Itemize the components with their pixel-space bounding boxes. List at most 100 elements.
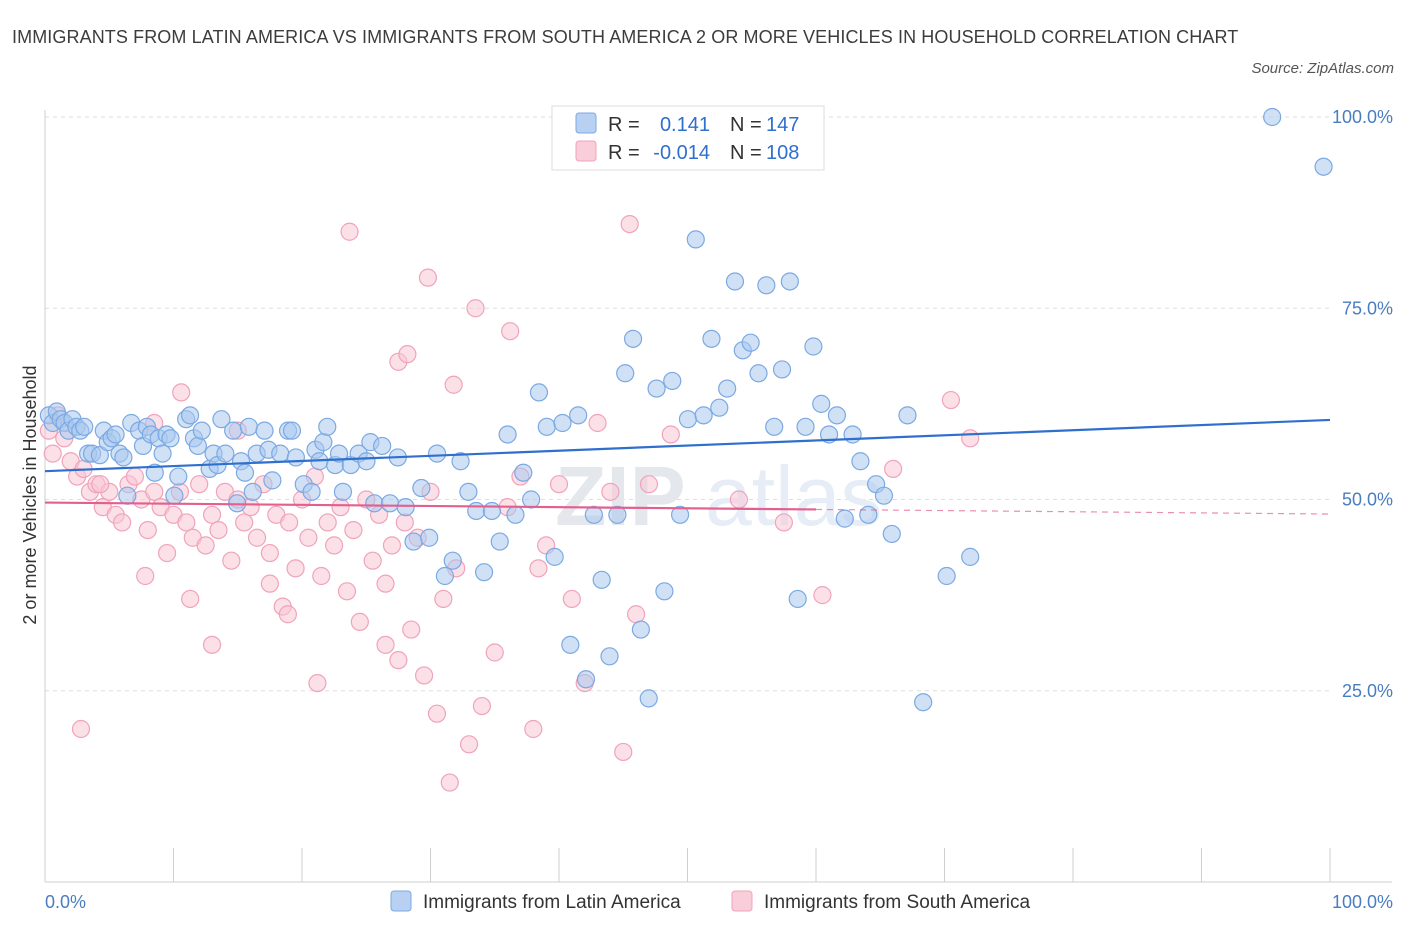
- south-america-point: [136, 566, 155, 586]
- chart-title: IMMIGRANTS FROM LATIN AMERICA VS IMMIGRA…: [12, 27, 1239, 47]
- latin-america-point: [192, 421, 211, 440]
- legend-swatch-south-america: [575, 140, 597, 162]
- bottom-legend-swatch-south-america: [731, 890, 753, 912]
- correlation-legend: R = 0.141 N = 147 R = -0.014 N = 108: [551, 105, 825, 171]
- south-america-point: [601, 482, 620, 501]
- south-america-point: [434, 589, 453, 609]
- latin-america-point: [329, 444, 349, 463]
- south-america-point: [529, 559, 548, 578]
- south-america-point: [440, 773, 459, 792]
- latin-america-point: [961, 547, 980, 566]
- legend-n-label-2: N =: [730, 142, 762, 164]
- latin-america-point: [678, 410, 698, 429]
- legend-r-value-2: -0.014: [653, 142, 710, 164]
- latin-america-point: [212, 410, 231, 429]
- latin-america-point: [106, 425, 125, 444]
- south-america-point: [418, 268, 438, 287]
- series-legend: Immigrants from Latin America Immigrants…: [390, 890, 1031, 913]
- south-america-point: [813, 586, 832, 605]
- south-america-point: [395, 513, 414, 532]
- south-america-point: [286, 559, 305, 578]
- latin-america-point: [443, 551, 462, 570]
- latin-america-point: [851, 452, 870, 471]
- south-america-point: [312, 566, 331, 586]
- latin-america-point: [553, 413, 572, 433]
- south-america-point: [91, 475, 110, 494]
- latin-america-point: [710, 398, 729, 417]
- latin-america-point: [835, 509, 854, 528]
- latin-america-point: [165, 486, 184, 505]
- latin-america-point: [459, 482, 478, 501]
- latin-america-point: [639, 689, 658, 708]
- latin-america-point: [333, 482, 353, 501]
- latin-america-point: [255, 421, 274, 440]
- latin-america-point: [757, 276, 776, 295]
- south-america-point: [138, 520, 157, 540]
- south-america-point: [398, 345, 417, 364]
- latin-america-point: [937, 566, 956, 586]
- series-south-america-points: [39, 107, 1333, 712]
- latin-america-point: [239, 417, 258, 436]
- south-america-point: [427, 704, 447, 723]
- latin-america-point: [404, 532, 423, 551]
- south-america-point: [389, 651, 408, 670]
- latin-america-point: [282, 421, 302, 440]
- y-tick-label-3: 100.0%: [1332, 107, 1393, 127]
- south-america-point: [299, 528, 318, 547]
- latin-america-point: [663, 371, 682, 391]
- south-america-point: [308, 673, 327, 693]
- south-america-point: [382, 536, 402, 555]
- south-america-point: [172, 383, 191, 402]
- latin-america-point: [780, 272, 799, 291]
- latin-america-point: [874, 486, 894, 505]
- south-america-point: [145, 482, 164, 501]
- south-america-point: [614, 742, 633, 762]
- latin-america-point: [153, 444, 172, 463]
- latin-america-point: [796, 417, 815, 436]
- south-america-point: [222, 551, 241, 570]
- legend-n-value-2: 108: [766, 142, 799, 164]
- south-america-point: [466, 299, 485, 318]
- axes: [44, 110, 1392, 883]
- latin-america-point: [600, 647, 619, 666]
- south-america-point: [414, 666, 434, 685]
- latin-america-point: [772, 360, 792, 379]
- latin-america-point: [1263, 107, 1282, 127]
- south-america-point: [350, 612, 369, 632]
- latin-america-point: [592, 570, 611, 589]
- south-america-point: [318, 513, 337, 532]
- latin-america-point: [882, 524, 901, 544]
- latin-america-point: [647, 379, 666, 398]
- south-america-point: [729, 490, 749, 509]
- south-america-point: [376, 635, 395, 654]
- chart-source: Source: ZipAtlas.com: [1251, 60, 1394, 77]
- south-america-point: [260, 543, 279, 563]
- south-america-point: [501, 322, 520, 341]
- south-america-point: [549, 475, 569, 494]
- south-america-point: [125, 467, 145, 486]
- legend-n-label-1: N =: [730, 114, 762, 136]
- latin-america-point: [741, 333, 760, 352]
- south-america-point: [363, 551, 382, 570]
- latin-america-point: [631, 620, 650, 639]
- latin-america-point: [514, 463, 533, 482]
- latin-america-point: [365, 494, 384, 513]
- legend-box: [551, 105, 825, 171]
- legend-swatch-latin-america: [575, 112, 597, 134]
- south-america-point: [112, 513, 132, 532]
- latin-america-point: [145, 463, 164, 482]
- latin-america-point: [286, 448, 306, 467]
- south-america-point: [196, 536, 215, 555]
- legend-r-label-2: R =: [608, 142, 640, 164]
- y-tick-label-0: 25.0%: [1342, 681, 1393, 701]
- y-axis-title: 2 or more Vehicles in Household: [20, 365, 40, 624]
- latin-america-point: [235, 463, 255, 482]
- latin-america-point: [380, 494, 400, 513]
- south-america-point: [402, 620, 421, 639]
- latin-america-point: [224, 421, 243, 440]
- x-axis-ticks: [44, 848, 1331, 882]
- south-america-point: [639, 475, 659, 494]
- latin-america-point: [498, 425, 517, 444]
- latin-america-point: [412, 478, 431, 498]
